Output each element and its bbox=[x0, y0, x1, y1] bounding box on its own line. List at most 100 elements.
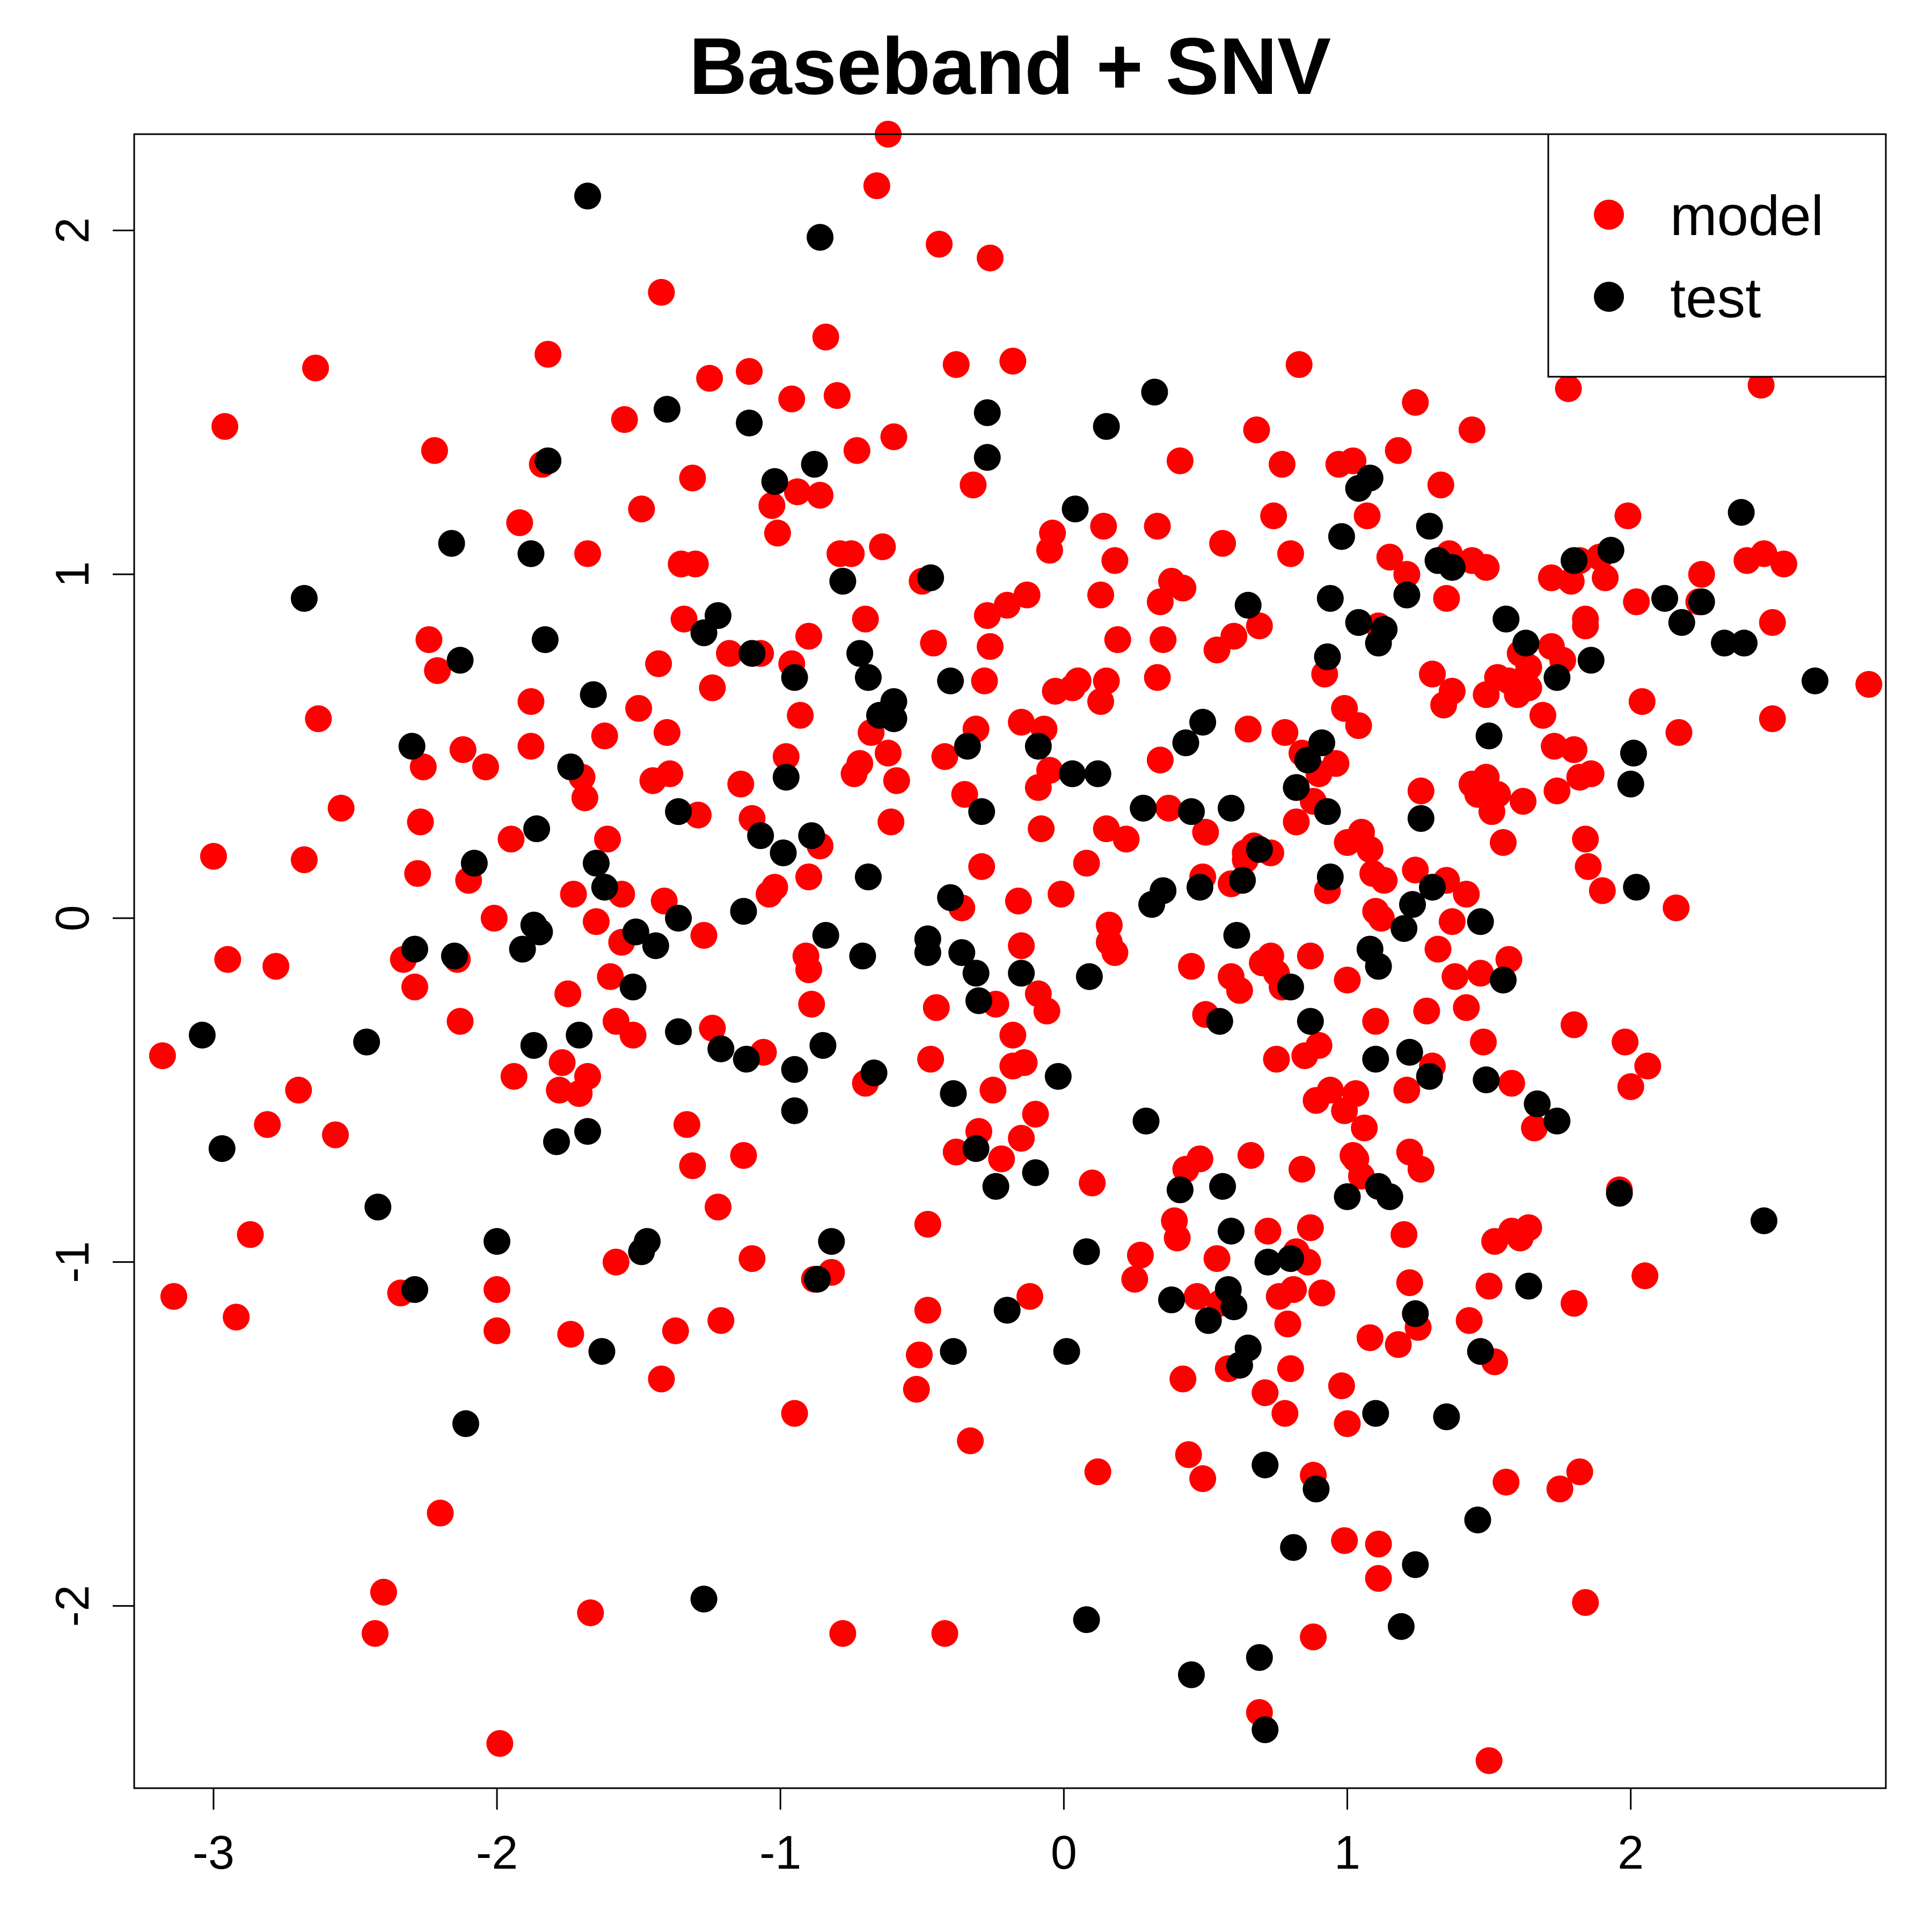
data-point-model bbox=[1750, 540, 1777, 567]
data-point-model bbox=[1614, 502, 1642, 530]
data-point-model bbox=[421, 437, 448, 464]
x-tick-label: 1 bbox=[1334, 1826, 1360, 1879]
data-point-model bbox=[1271, 1400, 1299, 1427]
data-point-model bbox=[1269, 451, 1296, 478]
data-point-model bbox=[370, 1578, 397, 1606]
data-point-model bbox=[160, 1283, 187, 1310]
data-point-test bbox=[622, 918, 649, 946]
data-point-model bbox=[1521, 1114, 1548, 1141]
data-point-test bbox=[1730, 630, 1758, 657]
data-point-model bbox=[1495, 946, 1523, 973]
data-point-model bbox=[1455, 1307, 1483, 1334]
data-point-model bbox=[662, 1317, 689, 1344]
data-point-model bbox=[1492, 1468, 1520, 1496]
data-point-model bbox=[1759, 609, 1786, 636]
data-point-test bbox=[937, 667, 964, 694]
data-point-test bbox=[398, 733, 426, 760]
data-point-test bbox=[1802, 667, 1828, 694]
data-point-model bbox=[1441, 963, 1469, 990]
data-point-test bbox=[1524, 1090, 1551, 1117]
data-point-test bbox=[1059, 760, 1086, 787]
data-point-test bbox=[705, 602, 731, 629]
data-point-model bbox=[923, 994, 950, 1021]
data-point-test bbox=[1252, 1716, 1279, 1744]
data-point-test bbox=[948, 939, 976, 966]
data-point-model bbox=[1561, 1290, 1587, 1317]
data-point-model bbox=[761, 874, 788, 901]
data-point-test bbox=[1093, 413, 1120, 440]
data-point-model bbox=[1166, 447, 1194, 474]
data-point-test bbox=[580, 681, 607, 708]
data-point-test bbox=[1234, 591, 1262, 619]
data-point-test bbox=[582, 850, 610, 877]
data-point-model bbox=[1104, 626, 1131, 653]
data-point-model bbox=[829, 1620, 857, 1647]
data-point-model bbox=[1305, 1032, 1333, 1059]
data-point-model bbox=[699, 674, 726, 701]
data-point-test bbox=[1178, 1661, 1205, 1688]
data-point-model bbox=[988, 1145, 1015, 1173]
data-point-test bbox=[591, 874, 618, 901]
data-point-test bbox=[634, 1228, 661, 1255]
data-point-model bbox=[993, 591, 1021, 619]
data-point-model bbox=[931, 743, 958, 770]
data-point-model bbox=[1334, 967, 1361, 994]
data-point-test bbox=[1150, 877, 1177, 904]
data-point-model bbox=[795, 863, 822, 890]
data-point-test bbox=[1371, 616, 1398, 643]
data-point-model bbox=[1039, 519, 1066, 547]
data-point-model bbox=[1541, 733, 1568, 760]
data-point-model bbox=[1385, 437, 1412, 464]
data-point-test bbox=[401, 935, 428, 963]
data-point-model bbox=[1665, 719, 1693, 746]
data-point-model bbox=[1121, 1265, 1148, 1293]
data-point-model bbox=[812, 324, 839, 350]
data-point-model bbox=[1340, 447, 1367, 474]
data-point-test bbox=[1158, 1286, 1185, 1314]
data-point-test bbox=[1141, 378, 1168, 406]
y-tick-label: 1 bbox=[46, 561, 99, 588]
data-point-model bbox=[1365, 1531, 1392, 1558]
data-point-model bbox=[1008, 708, 1035, 736]
data-point-model bbox=[1438, 908, 1466, 935]
data-point-model bbox=[237, 1221, 264, 1248]
data-point-test bbox=[1024, 733, 1052, 760]
data-point-test bbox=[917, 564, 945, 591]
data-point-test bbox=[993, 1297, 1021, 1324]
data-point-model bbox=[682, 550, 709, 577]
data-point-model bbox=[262, 953, 290, 980]
data-point-model bbox=[772, 743, 800, 770]
data-point-model bbox=[1467, 960, 1494, 987]
data-point-model bbox=[548, 1049, 576, 1076]
data-point-test bbox=[1234, 1334, 1262, 1362]
data-point-model bbox=[546, 1077, 573, 1104]
data-point-model bbox=[1300, 1623, 1327, 1651]
data-point-model bbox=[877, 808, 905, 836]
data-point-model bbox=[1013, 581, 1041, 609]
data-point-test bbox=[1130, 794, 1157, 822]
data-point-model bbox=[560, 881, 587, 908]
data-point-model bbox=[1402, 857, 1429, 884]
data-point-test bbox=[1750, 1207, 1777, 1234]
data-point-model bbox=[1087, 581, 1114, 609]
data-point-test bbox=[770, 839, 797, 867]
data-point-model bbox=[1226, 977, 1253, 1004]
data-point-test bbox=[1561, 547, 1587, 574]
data-point-test bbox=[588, 1338, 616, 1365]
data-point-model bbox=[1093, 815, 1120, 843]
data-point-test bbox=[1407, 805, 1435, 832]
data-point-model bbox=[1328, 1372, 1355, 1400]
data-point-model bbox=[1555, 375, 1582, 402]
data-point-model bbox=[447, 1008, 474, 1035]
data-point-test bbox=[954, 733, 981, 760]
data-point-model bbox=[223, 1304, 250, 1331]
data-point-test bbox=[940, 1080, 967, 1107]
data-point-test bbox=[1515, 1272, 1542, 1300]
data-point-test bbox=[974, 399, 1001, 426]
data-point-model bbox=[472, 753, 499, 780]
data-point-test bbox=[1473, 1066, 1500, 1094]
data-point-model bbox=[1008, 932, 1035, 960]
series-test bbox=[188, 182, 1828, 1744]
data-point-model bbox=[942, 351, 970, 378]
data-point-model bbox=[1243, 416, 1270, 443]
